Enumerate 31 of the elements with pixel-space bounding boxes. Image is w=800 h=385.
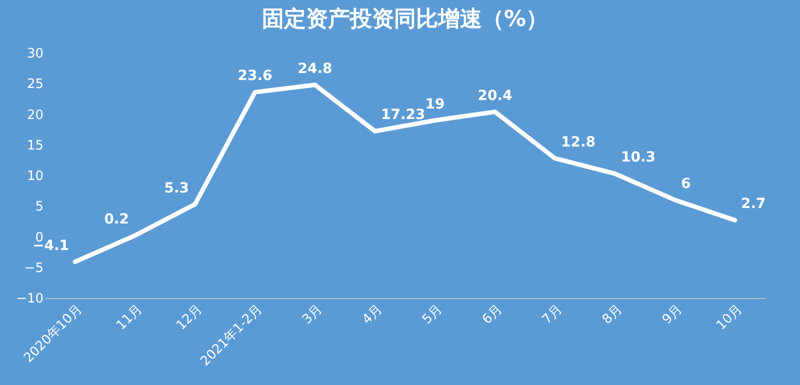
x-tick-label: 10月 — [714, 302, 746, 334]
data-label: 6 — [681, 176, 691, 192]
x-tick-label: 7月 — [540, 302, 566, 328]
x-tick-label: 8月 — [600, 302, 626, 328]
data-label: 23.6 — [238, 68, 272, 84]
y-tick-label: 30 — [26, 46, 44, 62]
y-tick-label: −5 — [24, 260, 44, 276]
data-label: 0.2 — [104, 212, 129, 228]
y-tick-label: 25 — [26, 77, 44, 92]
y-tick-label: −10 — [16, 292, 44, 306]
x-tick-label: 4月 — [360, 302, 386, 328]
x-tick-label: 9月 — [660, 302, 686, 328]
y-tick-label: 15 — [26, 138, 44, 154]
x-tick-label: 11月 — [114, 302, 146, 334]
data-label: 17.23 — [381, 107, 426, 124]
chart-title: 固定资产投资同比增速（%） — [262, 6, 548, 32]
y-tick-label: 5 — [35, 200, 44, 215]
x-tick-label: 5月 — [420, 302, 446, 328]
data-label: 24.8 — [298, 60, 332, 77]
data-label: 20.4 — [478, 88, 513, 104]
line-series — [72, 82, 738, 264]
x-tick-label: 3月 — [300, 302, 326, 328]
x-tick-label: 6月 — [480, 302, 506, 328]
data-label: 5.3 — [164, 180, 189, 196]
y-tick-label: 20 — [26, 108, 44, 123]
data-label: 10.3 — [621, 150, 656, 166]
y-tick-label: 10 — [26, 169, 44, 184]
data-label: 19 — [425, 96, 445, 112]
data-label: 2.7 — [741, 196, 766, 212]
data-label: 12.8 — [561, 134, 596, 150]
x-tick-label: 12月 — [174, 302, 206, 334]
